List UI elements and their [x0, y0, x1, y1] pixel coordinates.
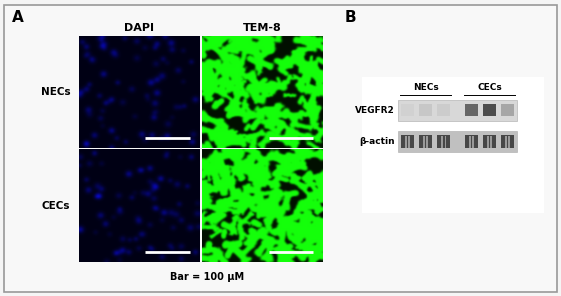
- FancyBboxPatch shape: [465, 104, 478, 116]
- FancyBboxPatch shape: [501, 135, 514, 148]
- Text: CECs: CECs: [42, 201, 70, 211]
- FancyBboxPatch shape: [438, 104, 450, 116]
- FancyBboxPatch shape: [501, 104, 514, 116]
- Text: A: A: [12, 10, 24, 25]
- FancyBboxPatch shape: [419, 104, 432, 116]
- FancyBboxPatch shape: [468, 136, 471, 148]
- FancyBboxPatch shape: [423, 136, 425, 148]
- Text: B: B: [345, 10, 357, 25]
- Text: TEM-8: TEM-8: [243, 22, 282, 33]
- FancyBboxPatch shape: [426, 136, 428, 148]
- FancyBboxPatch shape: [401, 135, 414, 148]
- FancyBboxPatch shape: [505, 136, 507, 148]
- FancyBboxPatch shape: [408, 136, 410, 148]
- Text: NECs: NECs: [413, 83, 439, 92]
- FancyBboxPatch shape: [398, 100, 517, 120]
- FancyBboxPatch shape: [483, 104, 496, 116]
- FancyBboxPatch shape: [362, 77, 544, 213]
- Text: NECs: NECs: [40, 87, 70, 97]
- FancyBboxPatch shape: [472, 136, 474, 148]
- FancyBboxPatch shape: [401, 104, 414, 116]
- FancyBboxPatch shape: [445, 136, 447, 148]
- FancyBboxPatch shape: [405, 136, 407, 148]
- Text: VEGFR2: VEGFR2: [355, 106, 394, 115]
- FancyBboxPatch shape: [465, 135, 478, 148]
- Text: Bar = 100 μM: Bar = 100 μM: [169, 272, 243, 282]
- FancyBboxPatch shape: [438, 135, 450, 148]
- FancyBboxPatch shape: [487, 136, 489, 148]
- FancyBboxPatch shape: [483, 135, 496, 148]
- Text: CECs: CECs: [477, 83, 502, 92]
- Text: β-actin: β-actin: [359, 137, 394, 146]
- FancyBboxPatch shape: [442, 136, 443, 148]
- FancyBboxPatch shape: [508, 136, 511, 148]
- FancyBboxPatch shape: [4, 5, 557, 292]
- FancyBboxPatch shape: [419, 135, 432, 148]
- FancyBboxPatch shape: [398, 131, 517, 152]
- Text: DAPI: DAPI: [124, 22, 154, 33]
- FancyBboxPatch shape: [490, 136, 492, 148]
